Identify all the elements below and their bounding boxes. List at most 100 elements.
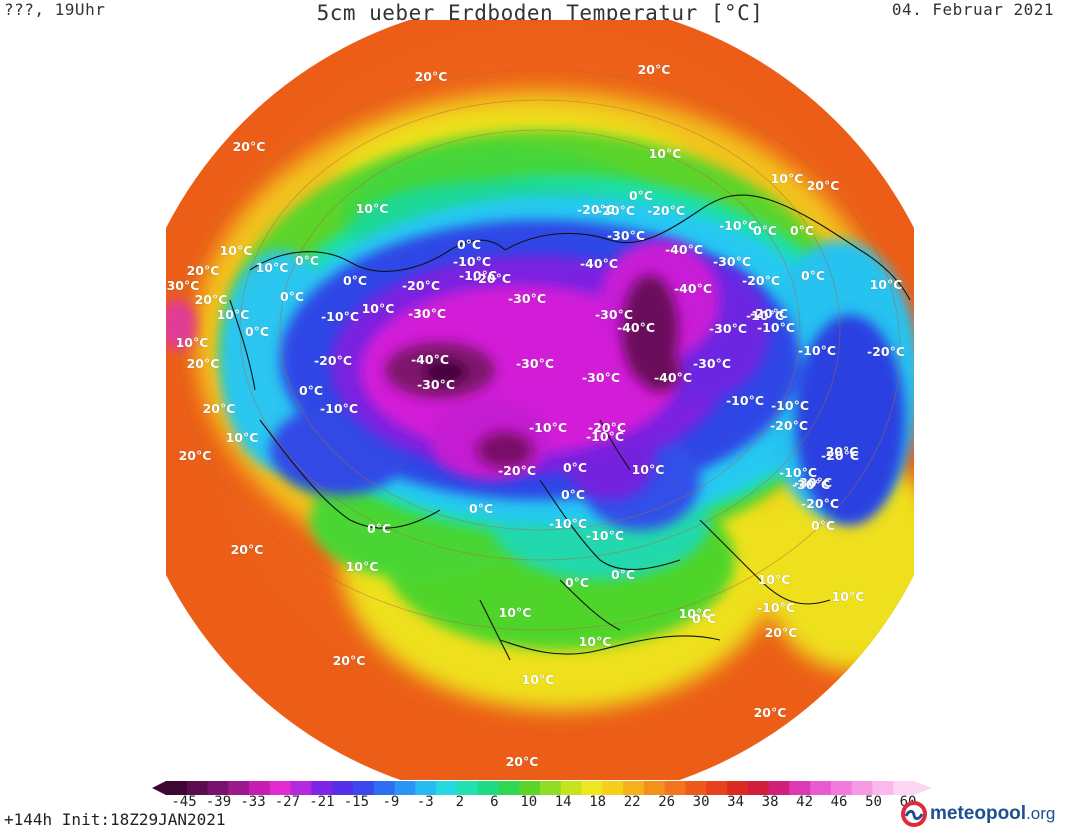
isotherm-label: 10°C xyxy=(362,301,395,316)
logo-wordmark: meteopool xyxy=(930,803,1027,824)
scale-cell xyxy=(893,781,915,795)
scale-cell xyxy=(602,781,624,795)
isotherm-label: 10°C xyxy=(632,462,665,477)
isotherm-label: 10°C xyxy=(176,335,209,350)
isotherm-label: -10°C xyxy=(586,429,624,444)
scale-cell xyxy=(228,781,250,795)
scale-cell xyxy=(394,781,416,795)
scale-tick-label: 38 xyxy=(761,794,779,810)
isotherm-label: 20°C xyxy=(754,705,787,720)
isotherm-label: -30°C xyxy=(794,475,832,490)
scale-cell xyxy=(186,781,209,795)
isotherm-label: 0°C xyxy=(565,575,589,590)
isotherm-label: 10°C xyxy=(522,672,555,687)
scale-cell xyxy=(332,781,354,795)
isotherm-label: 0°C xyxy=(280,289,304,304)
scale-cell xyxy=(498,781,520,795)
scale-tick-label: -27 xyxy=(274,794,301,810)
isotherm-label: 0°C xyxy=(245,324,269,339)
isotherm-label: -20°C xyxy=(314,353,352,368)
map-date: 04. Februar 2021 xyxy=(891,0,1054,19)
isotherm-label: 0°C xyxy=(469,501,493,516)
isotherm-label: -20°C xyxy=(801,496,839,511)
isotherm-label: 0°C xyxy=(343,273,367,288)
isotherm-label: 0°C xyxy=(561,487,585,502)
isotherm-label: -20°C xyxy=(498,463,536,478)
isotherm-label: 0°C xyxy=(629,188,653,203)
scale-tick-label: 18 xyxy=(589,794,607,810)
isotherm-label: -20°C xyxy=(867,344,905,359)
scale-cell xyxy=(353,781,375,795)
isotherm-label: -10°C xyxy=(757,320,795,335)
scale-cell xyxy=(540,781,562,795)
isotherm-label: -20°C xyxy=(647,203,685,218)
isotherm-label: 20°C xyxy=(807,178,840,193)
isotherm-label: 20°C xyxy=(195,292,228,307)
isotherm-label: -40°C xyxy=(654,370,692,385)
isotherm-label: 0°C xyxy=(692,611,716,626)
isotherm-label: 10°C xyxy=(758,572,791,587)
isotherm-label: -30°C xyxy=(709,321,747,336)
scale-cell xyxy=(643,781,666,795)
isotherm-label: -30°C xyxy=(595,307,633,322)
scale-tick-label: -21 xyxy=(309,794,335,810)
isotherm-label: 0°C xyxy=(801,268,825,283)
isotherm-label: -20°C xyxy=(597,203,635,218)
coldest-cores xyxy=(385,275,680,468)
isotherm-label: 0°C xyxy=(295,253,319,268)
header-location-time: ???, 19Uhr xyxy=(4,0,106,19)
meteopool-logo: meteopool.org xyxy=(900,800,1076,830)
isotherm-label: 20°C xyxy=(415,69,448,84)
isotherm-label: 0°C xyxy=(790,223,814,238)
isotherm-label: -40°C xyxy=(674,281,712,296)
scale-tick-label: 34 xyxy=(727,794,745,810)
isotherm-label: 10°C xyxy=(256,260,289,275)
scale-cell xyxy=(851,781,874,795)
scale-cell xyxy=(810,781,832,795)
scale-cell xyxy=(664,781,687,795)
scale-arrow-low xyxy=(152,781,166,795)
isotherm-label: -10°C xyxy=(798,343,836,358)
forecast-init-text: +144h Init:18Z29JAN2021 xyxy=(4,810,226,829)
isotherm-label: 0°C xyxy=(611,567,635,582)
scale-cell xyxy=(415,781,437,795)
map-disc xyxy=(166,20,914,780)
isotherm-label: -40°C xyxy=(580,256,618,271)
scale-tick-label: 50 xyxy=(865,794,882,810)
scale-cell xyxy=(789,781,811,795)
scale-cell xyxy=(872,781,894,795)
color-scale-bar xyxy=(152,781,932,795)
isotherm-label: -10°C xyxy=(586,528,624,543)
scale-cell xyxy=(477,781,500,795)
isotherm-label: 30°C xyxy=(167,278,200,293)
scale-cell xyxy=(311,781,333,795)
scale-cell xyxy=(685,781,707,795)
isotherm-label: 20°C xyxy=(333,653,366,668)
isotherm-label: -10°C xyxy=(757,600,795,615)
isotherm-label: -10°C xyxy=(453,254,491,269)
isotherm-label: 20°C xyxy=(765,625,798,640)
scale-cell xyxy=(581,781,603,795)
isotherm-label: -20°C xyxy=(750,306,788,321)
isotherm-label: -10°C xyxy=(726,393,764,408)
scale-tick-label: 22 xyxy=(623,794,641,810)
scale-cell xyxy=(706,781,728,795)
scale-tick-label: -39 xyxy=(205,794,232,810)
scale-tick-label: 26 xyxy=(658,794,676,810)
hot-spot xyxy=(166,299,196,351)
isotherm-label: 10°C xyxy=(499,605,532,620)
isotherm-label: -10°C xyxy=(320,401,358,416)
isotherm-label: -20°C xyxy=(742,273,780,288)
isotherm-label: -10°C xyxy=(719,218,757,233)
isotherm-label: 20°C xyxy=(179,448,212,463)
scale-cell xyxy=(747,781,770,795)
scale-cell xyxy=(249,781,271,795)
scale-cell xyxy=(623,781,645,795)
scale-tick-label: 6 xyxy=(490,794,499,810)
scale-tick-label: -15 xyxy=(343,794,370,810)
scale-tick-label: -3 xyxy=(416,794,434,810)
isotherm-label: -30°C xyxy=(607,228,645,243)
isotherm-label: 0°C xyxy=(299,383,323,398)
